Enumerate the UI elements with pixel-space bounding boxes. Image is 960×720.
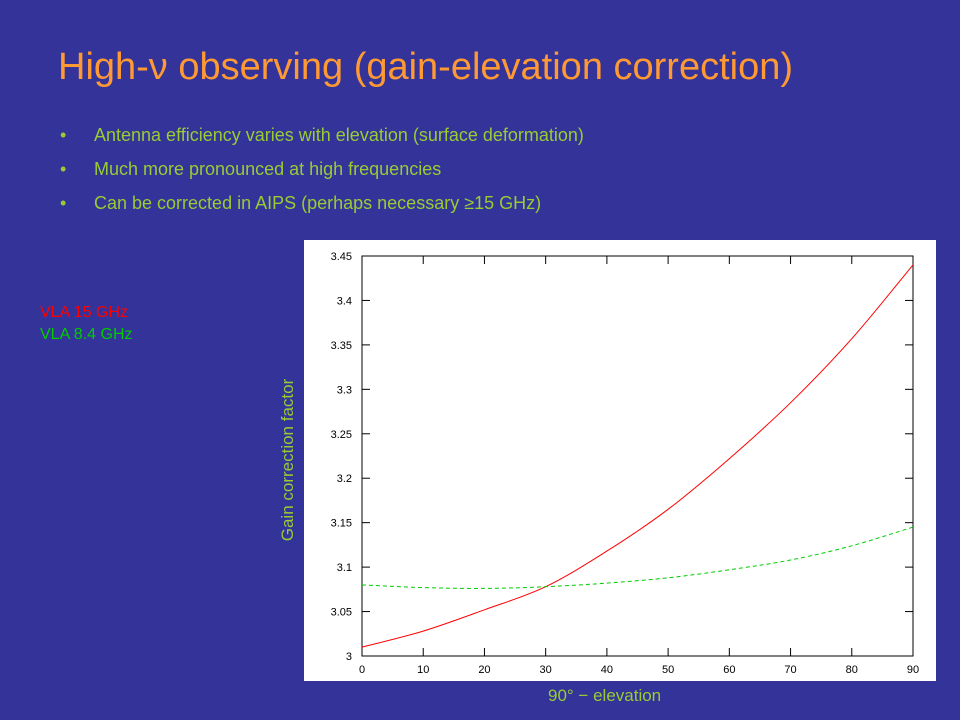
y-axis-label: Gain correction factor: [278, 378, 297, 542]
y-tick-label: 3.45: [331, 251, 352, 263]
bullet-marker: •: [60, 159, 67, 179]
y-tick-label: 3.1: [337, 562, 352, 574]
y-tick-label: 3.3: [337, 384, 352, 396]
chart-legend: VLA 15 GHz VLA 8.4 GHz: [40, 302, 133, 346]
bullet-marker: •: [60, 125, 67, 145]
x-tick-label: 40: [601, 664, 613, 676]
y-tick-label: 3.05: [331, 607, 352, 619]
x-tick-label: 10: [417, 664, 429, 676]
x-tick-label: 20: [478, 664, 490, 676]
x-tick-label: 60: [723, 664, 735, 676]
legend-entry-8-4ghz: VLA 8.4 GHz: [40, 326, 133, 343]
y-tick-label: 3.2: [337, 473, 352, 485]
x-tick-label: 0: [359, 664, 365, 676]
series-line-8-4ghz: [361, 526, 914, 589]
bullet-list: • Antenna efficiency varies with elevatio…: [60, 126, 584, 228]
y-tick-label: 3.25: [331, 429, 352, 441]
chart-panel: 0 10 20 30 40 50 60 70 80 90 3 3.05 3.1 3.15 3.2 3.25 3.…: [304, 240, 936, 681]
slide-title: High-ν observing (gain-elevation correct…: [58, 46, 794, 88]
y-tick-label: 3: [346, 651, 352, 663]
plot-frame: [361, 255, 914, 657]
x-tick-label: 70: [784, 664, 796, 676]
y-tick-label: 3.4: [337, 295, 352, 307]
bullet-item: • Antenna efficiency varies with elevatio…: [60, 126, 584, 144]
x-tick-label: 80: [846, 664, 858, 676]
bullet-text: Can be corrected in AIPS (perhaps necess…: [94, 193, 542, 213]
gain-curve-chart: 0 10 20 30 40 50 60 70 80 90 3 3.05 3.1 3.15 3.2 3.25 3.…: [331, 251, 920, 676]
y-tick-label: 3.35: [331, 340, 352, 352]
bullet-item: • Much more pronounced at high frequencie…: [60, 160, 584, 178]
bullet-text: Antenna efficiency varies with elevation…: [94, 125, 584, 145]
y-tick-label: 3.15: [331, 518, 352, 530]
bullet-text: Much more pronounced at high frequencies: [94, 159, 442, 179]
series-line-15ghz: [361, 264, 914, 648]
bullet-marker: •: [60, 193, 67, 213]
x-tick-label: 50: [662, 664, 674, 676]
bullet-item: • Can be corrected in AIPS (perhaps neces…: [60, 194, 584, 212]
legend-entry-15ghz: VLA 15 GHz: [40, 304, 129, 321]
x-tick-label: 30: [540, 664, 552, 676]
x-tick-label: 90: [907, 664, 919, 676]
x-axis-label: 90° − elevation: [548, 686, 662, 705]
